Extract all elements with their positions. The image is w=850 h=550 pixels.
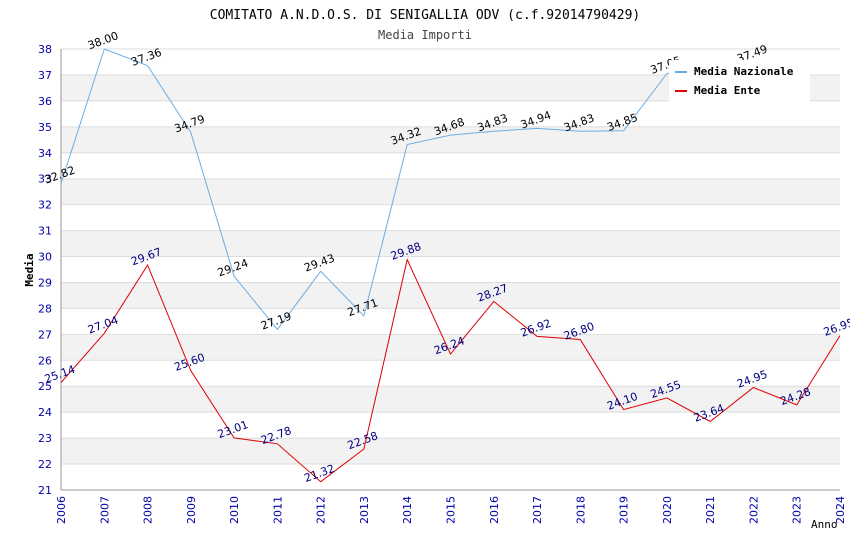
series-lines — [60, 48, 841, 483]
y-tick-label: 37 — [38, 69, 52, 82]
legend-entry-0: Media Nazionale — [694, 65, 794, 78]
y-tick-label: 31 — [38, 225, 52, 238]
x-tick-label: 2015 — [445, 496, 458, 524]
y-tick-label: 27 — [38, 328, 52, 341]
x-tick-label: 2013 — [358, 496, 371, 524]
x-tick-label: 2016 — [488, 496, 501, 524]
grid-band — [61, 126, 840, 153]
y-tick-label: 30 — [38, 251, 52, 264]
legend-box — [669, 60, 810, 102]
grid-band — [61, 282, 840, 309]
x-tick-label: 2020 — [661, 496, 674, 524]
y-tick-label: 35 — [38, 121, 52, 134]
x-tick-label: 2009 — [185, 496, 198, 524]
plot-background — [60, 48, 840, 491]
y-tick-label: 28 — [38, 302, 52, 315]
x-tick-label: 2023 — [791, 496, 804, 524]
y-tick-label: 36 — [38, 95, 52, 108]
y-tick-label: 34 — [38, 147, 52, 160]
x-tick-label: 2010 — [228, 496, 241, 524]
x-axis: 2006 2007 2008 2009 2010 2011 2012 2013 2014 2015… — [55, 496, 847, 524]
x-tick-label: 2014 — [401, 496, 414, 524]
legend-entry-1: Media Ente — [694, 84, 761, 97]
data-label: 21.32 — [302, 462, 336, 485]
y-axis-label: Media — [23, 253, 36, 286]
chart-subtitle: Media Importi — [378, 28, 472, 42]
x-tick-label: 2006 — [55, 496, 68, 524]
legend: Media Nazionale Media Ente — [669, 60, 810, 102]
y-tick-label: 33 — [38, 173, 52, 186]
x-tick-label: 2017 — [531, 496, 544, 524]
y-tick-label: 32 — [38, 199, 52, 212]
grid-band — [61, 178, 840, 205]
data-label: 29.24 — [216, 256, 250, 279]
grid-band — [61, 438, 840, 465]
y-tick-label: 24 — [38, 406, 52, 419]
x-tick-label: 2008 — [142, 496, 155, 524]
x-tick-label: 2018 — [574, 496, 587, 524]
y-tick-label: 21 — [38, 484, 52, 497]
series-line-0 — [60, 48, 754, 331]
y-tick-label: 22 — [38, 458, 52, 471]
x-tick-label: 2024 — [834, 496, 847, 524]
x-tick-label: 2019 — [618, 496, 631, 524]
grid-band — [61, 386, 840, 413]
x-tick-label: 2021 — [704, 496, 717, 524]
x-tick-label: 2012 — [315, 496, 328, 524]
y-tick-label: 23 — [38, 432, 52, 445]
y-tick-label: 38 — [38, 43, 52, 56]
y-tick-label: 25 — [38, 380, 52, 393]
grid-band — [61, 230, 840, 257]
y-tick-label: 29 — [38, 276, 52, 289]
series-line-1 — [60, 258, 841, 483]
grid-band — [61, 334, 840, 361]
chart-title: COMITATO A.N.D.O.S. DI SENIGALLIA ODV (c… — [210, 8, 640, 23]
y-axis: 21 22 23 24 25 26 27 28 29 30 31 32 33 34 35 36 37 38 — [38, 43, 52, 497]
data-label: 23.01 — [216, 418, 250, 441]
x-axis-label: Anno — [811, 518, 838, 531]
x-tick-label: 2011 — [271, 496, 284, 524]
x-tick-label: 2022 — [747, 496, 760, 524]
data-label: 27.04 — [86, 314, 120, 337]
x-tick-label: 2007 — [98, 496, 111, 524]
y-tick-label: 26 — [38, 354, 52, 367]
